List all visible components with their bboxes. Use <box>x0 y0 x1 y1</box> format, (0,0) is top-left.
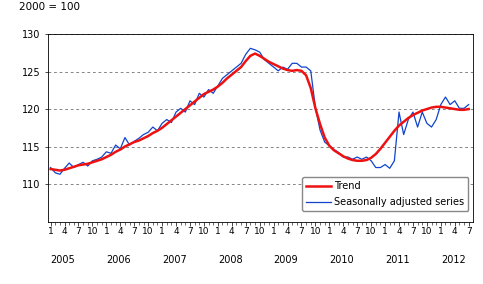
Text: 2012: 2012 <box>441 255 466 265</box>
Seasonally adjusted series <box>48 166 54 169</box>
Legend: Trend, Seasonally adjusted series: Trend, Seasonally adjusted series <box>302 178 469 211</box>
Text: 2006: 2006 <box>106 255 131 265</box>
Trend <box>103 155 109 159</box>
Seasonally adjusted series <box>466 103 471 106</box>
Seasonally adjusted series <box>150 125 156 129</box>
Text: 2007: 2007 <box>162 255 187 265</box>
Seasonally adjusted series <box>410 110 416 114</box>
Seasonally adjusted series <box>103 150 109 153</box>
Trend <box>159 126 165 130</box>
Seasonally adjusted series <box>57 173 63 176</box>
Seasonally adjusted series <box>159 122 165 125</box>
Trend <box>466 107 471 111</box>
Seasonally adjusted series <box>461 106 467 110</box>
Text: 2000 = 100: 2000 = 100 <box>18 2 80 12</box>
Seasonally adjusted series <box>247 47 253 50</box>
Seasonally adjusted series <box>298 65 304 69</box>
Line: Trend: Trend <box>51 54 469 170</box>
Line: Seasonally adjusted series: Seasonally adjusted series <box>51 48 469 174</box>
Text: 2009: 2009 <box>273 255 298 265</box>
Trend <box>461 108 467 112</box>
Trend <box>252 52 258 55</box>
Text: 2005: 2005 <box>51 255 75 265</box>
Trend <box>410 113 416 117</box>
Text: 2010: 2010 <box>329 255 354 265</box>
Trend <box>57 169 63 172</box>
Trend <box>48 167 54 171</box>
Trend <box>298 69 304 72</box>
Trend <box>150 131 156 135</box>
Text: 2011: 2011 <box>385 255 410 265</box>
Text: 2008: 2008 <box>218 255 242 265</box>
